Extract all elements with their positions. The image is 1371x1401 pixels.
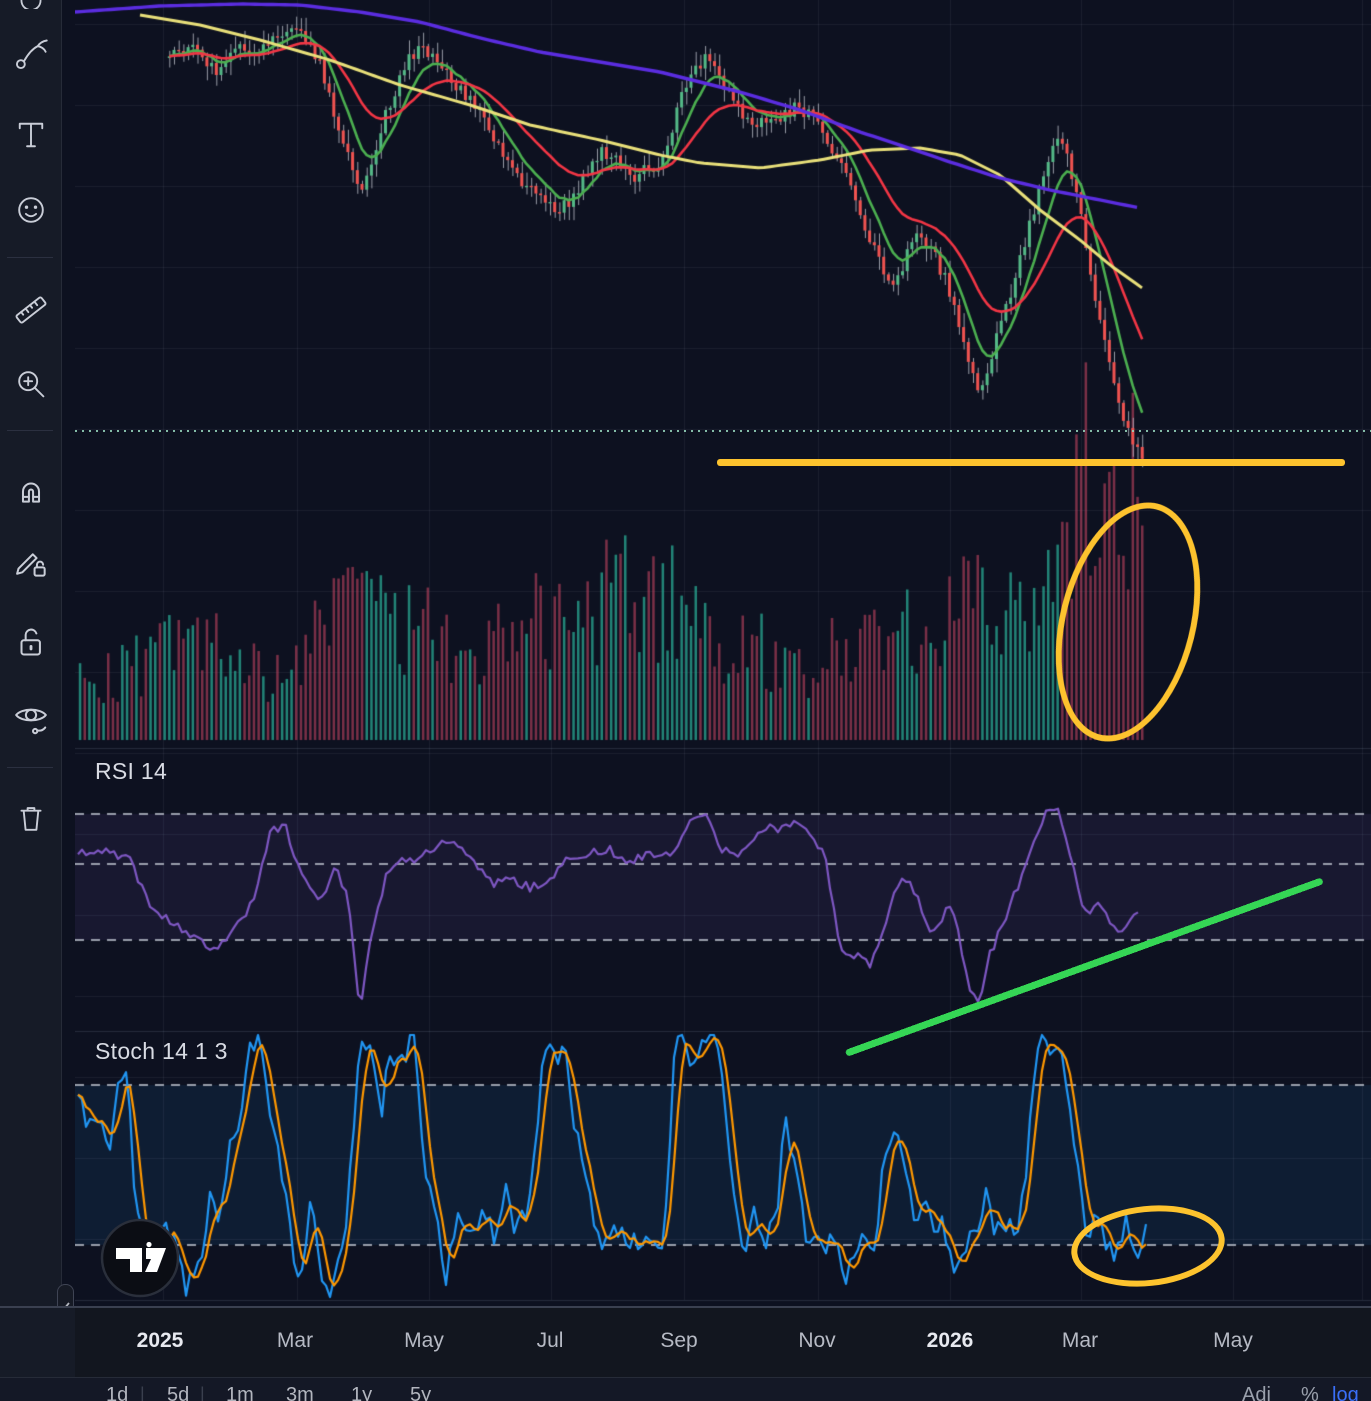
lock-all-drawings-button[interactable] <box>9 620 53 664</box>
time-axis-tick: Sep <box>660 1329 698 1352</box>
text-tool-button[interactable] <box>9 113 53 157</box>
eye-icon <box>15 708 47 735</box>
drawing-mode-lock-button[interactable] <box>9 540 53 584</box>
time-axis-tick: Mar <box>276 1329 314 1352</box>
lock-icon <box>20 628 41 656</box>
tradingview-logo-icon <box>100 1218 180 1298</box>
stoch-pane-label: Stoch 14 1 3 <box>95 1038 228 1064</box>
magnet-icon <box>21 482 41 503</box>
zoom-in-tool-button[interactable] <box>9 362 53 406</box>
time-axis-tick: Nov <box>798 1329 836 1352</box>
range-separator: | <box>200 1384 205 1401</box>
magnet-tool-button[interactable] <box>9 466 53 510</box>
time-axis[interactable]: 2025 Mar May Jul Sep Nov 2026 Mar May <box>75 1306 1371 1377</box>
remove-objects-button[interactable] <box>9 796 53 840</box>
date-range-button-1d[interactable]: 1d <box>106 1384 129 1401</box>
pencil-lock-icon <box>16 553 46 577</box>
date-range-button-5y[interactable]: 5y <box>410 1384 432 1401</box>
tradingview-logo-watermark[interactable] <box>100 1218 180 1303</box>
emoji-tool-button[interactable] <box>9 188 53 232</box>
price-chart-canvas[interactable] <box>75 0 1371 1306</box>
time-axis-tick: May <box>1213 1329 1253 1352</box>
brush-tool-button[interactable] <box>9 32 53 76</box>
scale-option-adj[interactable]: Adj <box>1242 1384 1271 1401</box>
toolbar-divider <box>7 430 53 431</box>
date-range-button-1m[interactable]: 1m <box>226 1384 254 1401</box>
toolbar-divider <box>7 257 53 258</box>
scale-option-log[interactable]: log <box>1332 1384 1359 1401</box>
date-range-button-1y[interactable]: 1y <box>351 1384 373 1401</box>
scale-option-%[interactable]: % <box>1301 1384 1319 1401</box>
cursor-partial-icon[interactable] <box>9 0 53 14</box>
support-horizontal-line[interactable] <box>717 458 1345 466</box>
price-level-dotted-line[interactable] <box>75 430 1371 432</box>
time-axis-tick: Jul <box>536 1329 564 1352</box>
text-icon <box>18 122 44 148</box>
hide-drawings-button[interactable] <box>9 696 53 740</box>
trash-icon <box>20 807 42 831</box>
time-axis-tick: Mar <box>1061 1329 1099 1352</box>
date-range-button-3m[interactable]: 3m <box>286 1384 314 1401</box>
drawing-toolbar <box>0 0 62 1401</box>
toolbar-divider <box>7 767 53 768</box>
zoom-in-icon <box>18 371 45 398</box>
brush-icon <box>15 39 48 70</box>
rsi-pane-label: RSI 14 <box>95 758 168 784</box>
emoji-icon <box>18 197 44 223</box>
date-range-button-5d[interactable]: 5d <box>167 1384 190 1401</box>
time-axis-tick: 2025 <box>136 1329 184 1352</box>
time-axis-corner <box>0 1306 75 1377</box>
time-axis-tick: May <box>404 1329 444 1352</box>
bottom-toolbar: 1d 5d 1m 3m 1y 5y | | Adj% log <box>0 1377 1371 1401</box>
time-axis-tick: 2026 <box>926 1329 974 1352</box>
measure-tool-button[interactable] <box>9 288 53 332</box>
ruler-icon <box>15 296 47 324</box>
range-separator: | <box>140 1384 145 1401</box>
